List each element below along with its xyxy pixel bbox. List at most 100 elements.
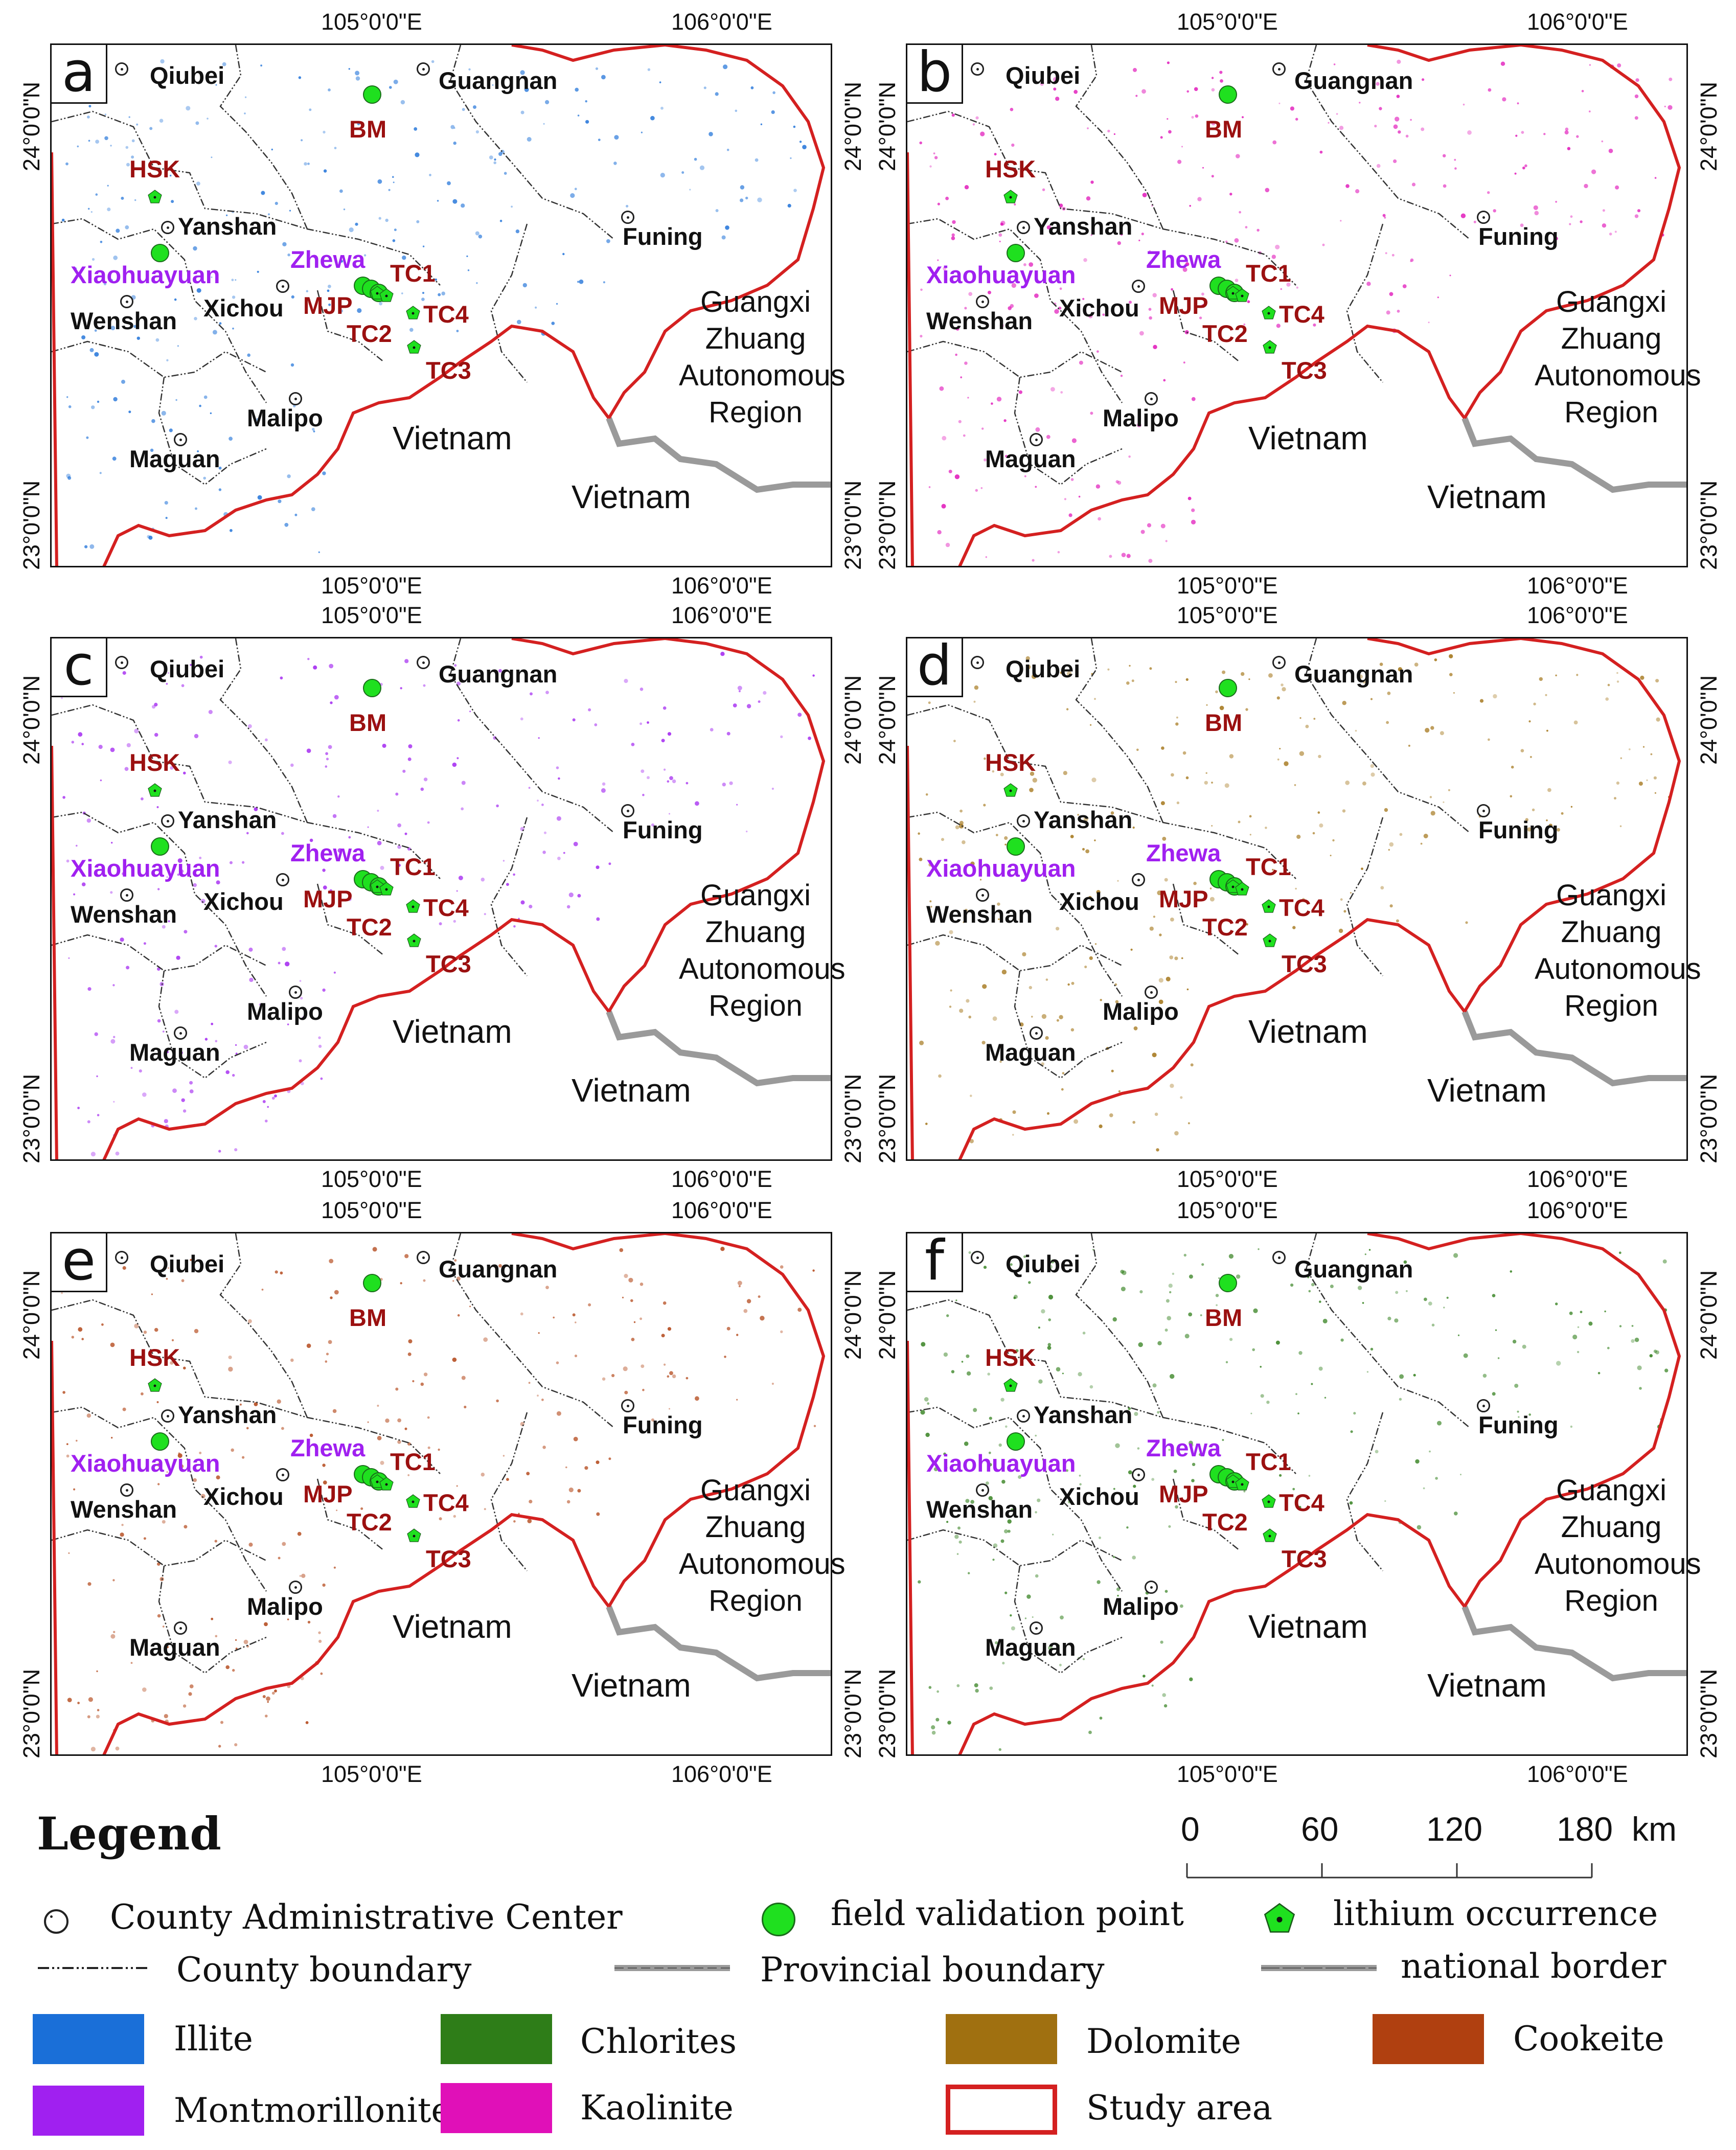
scale-label-60: 60 — [1301, 1810, 1339, 1848]
map-frame — [906, 637, 1688, 1161]
lithium-occurrence-icon — [379, 288, 394, 302]
vietnam-label-east: Vietnam — [572, 478, 691, 515]
county-label: Maguan — [129, 445, 220, 472]
site-label-tc3: TC3 — [1282, 1545, 1327, 1572]
tick-lat-23-left: 23°0'0"N — [18, 1668, 44, 1758]
guangxi-region-line: Guangxi — [700, 879, 811, 912]
site-label-tc4: TC4 — [1279, 301, 1324, 328]
tick-lat-24-left: 24°0'0"N — [874, 675, 900, 765]
guangxi-region-line: Guangxi — [700, 1474, 811, 1507]
county-label: Qiubei — [1006, 655, 1081, 682]
guangxi-region-line: Region — [1564, 1584, 1658, 1617]
county-label: Funing — [623, 223, 703, 250]
tick-lon-105-top: 105°0'0"E — [1177, 9, 1278, 35]
legend-dolomite-label: Dolomite — [1086, 2022, 1241, 2061]
county-label: Funing — [1478, 816, 1559, 843]
tick-lon-106-top: 106°0'0"E — [1527, 1197, 1628, 1223]
site-label-xiaohuayuan: Xiaohuayuan — [71, 855, 220, 882]
county-label: Yanshan — [1034, 806, 1133, 833]
county-center-icon — [161, 221, 174, 234]
field-validation-point — [363, 85, 381, 104]
lithium-occurrence-icon — [379, 882, 394, 896]
tick-lat-23-right: 23°0'0"N — [840, 1073, 866, 1163]
county-label: Guangnan — [1294, 67, 1413, 94]
map-panel-a: a Qiubei Guangnan Yanshan Funing Wenshan Xicho… — [18, 9, 866, 599]
panel-letter: f — [906, 1232, 963, 1292]
site-label-zhewa: Zhewa — [1146, 246, 1221, 273]
county-boundaries — [907, 1233, 1470, 1674]
site-label-tc4: TC4 — [423, 301, 469, 328]
county-center-icon — [1030, 1026, 1043, 1040]
guangxi-region-line: Autonomous — [679, 952, 846, 986]
tick-lon-106-bottom: 106°0'0"E — [671, 1761, 772, 1787]
site-label-tc3: TC3 — [1282, 357, 1327, 384]
vietnam-label-west: Vietnam — [1248, 420, 1368, 456]
site-label-zhewa: Zhewa — [290, 246, 366, 273]
field-validation-point — [151, 1432, 169, 1451]
guangxi-region-line: Guangxi — [1556, 879, 1667, 912]
tick-lon-106-bottom: 106°0'0"E — [671, 573, 772, 599]
tick-lat-23-left: 23°0'0"N — [874, 1073, 900, 1163]
site-label-tc4: TC4 — [423, 894, 469, 921]
vietnam-label-east: Vietnam — [1427, 478, 1547, 515]
national-border-line — [1461, 1605, 1686, 1682]
tick-lon-106-bottom: 106°0'0"E — [1527, 1761, 1628, 1787]
field-validation-point — [1007, 837, 1025, 856]
county-label: Xichou — [203, 294, 284, 322]
guangxi-region-line: Guangxi — [1556, 285, 1667, 318]
map-svg — [52, 45, 831, 566]
county-center-icon — [1272, 656, 1286, 669]
tick-lat-23-left: 23°0'0"N — [18, 480, 44, 570]
tick-lat-24-left: 24°0'0"N — [18, 1270, 44, 1360]
legend-illite-label: Illite — [174, 2019, 253, 2058]
scale-bar-line — [1186, 1863, 1593, 1879]
county-center-icon — [289, 392, 302, 405]
site-label-mjp: MJP — [1159, 292, 1208, 319]
mineral-anomalies — [918, 1248, 1669, 1751]
county-label: Funing — [1478, 1411, 1559, 1438]
legend-cookeite-label: Cookeite — [1513, 2019, 1664, 2058]
tick-lon-105-bottom: 105°0'0"E — [1177, 1166, 1278, 1192]
map-frame — [906, 1232, 1688, 1756]
field-validation-point — [1007, 1432, 1025, 1451]
county-center-icon — [1030, 433, 1043, 446]
lithium-occurrence-icon — [406, 899, 420, 913]
tick-lon-105-top: 105°0'0"E — [1177, 602, 1278, 628]
site-label-xiaohuayuan: Xiaohuayuan — [926, 1450, 1076, 1477]
legend-dolomite-swatch — [946, 2014, 1057, 2064]
scale-unit: km — [1632, 1810, 1677, 1848]
lithium-occurrence-icon — [407, 1528, 421, 1542]
tick-lon-105-top: 105°0'0"E — [1177, 1197, 1278, 1223]
guangxi-region-line: Autonomous — [1535, 1547, 1701, 1581]
field-validation-point — [363, 679, 381, 697]
legend-chlorites-swatch — [441, 2014, 552, 2064]
tick-lat-23-right: 23°0'0"N — [1696, 1073, 1722, 1163]
county-label: Malipo — [247, 1593, 323, 1620]
mineral-anomalies — [918, 654, 1671, 1152]
county-label: Qiubei — [150, 62, 225, 89]
county-center-icon — [1017, 221, 1030, 234]
tick-lat-23-right: 23°0'0"N — [1696, 480, 1722, 570]
legend-national-border-icon — [1261, 1965, 1377, 1971]
county-label: Wenshan — [926, 1496, 1033, 1523]
panel-letter: d — [906, 637, 963, 697]
tick-lon-106-top: 106°0'0"E — [671, 9, 772, 35]
guangxi-region-line: Region — [1564, 396, 1658, 429]
county-center-icon — [1017, 1409, 1030, 1423]
site-label-tc4: TC4 — [1279, 1489, 1324, 1516]
legend-montmorillonite-label: Montmorillonite — [174, 2091, 451, 2130]
panel-letter: b — [906, 43, 963, 104]
county-label: Malipo — [1103, 998, 1179, 1025]
county-center-icon — [417, 656, 430, 669]
map-panel-c: c Qiubei Guangnan Yanshan Funing Wenshan Xicho… — [18, 602, 866, 1192]
tick-lat-24-left: 24°0'0"N — [18, 675, 44, 765]
county-center-icon — [115, 656, 128, 669]
scale-label-0: 0 — [1181, 1810, 1200, 1848]
tick-lon-105-bottom: 105°0'0"E — [321, 1166, 422, 1192]
panel-letter: c — [50, 637, 107, 697]
lithium-occurrence-icon — [407, 933, 421, 947]
tick-lat-24-right: 24°0'0"N — [1696, 81, 1722, 171]
map-panel-b: b Qiubei Guangnan Yanshan Funing Wenshan Xicho… — [874, 9, 1722, 599]
guangxi-region-label: Guangxi Zhuang Autonomous Region — [679, 1472, 846, 1619]
lithium-occurrence-icon — [148, 190, 162, 203]
